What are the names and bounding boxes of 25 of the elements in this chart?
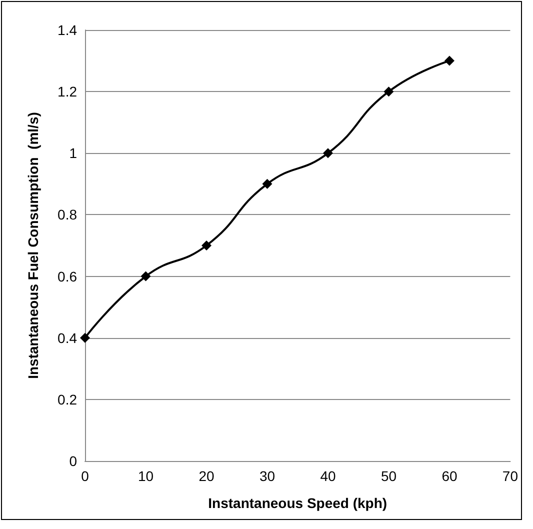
x-tick-label: 60 [442,468,458,484]
x-axis-title: Instantaneous Speed (kph) [208,495,388,511]
x-tick-label: 50 [380,468,397,484]
y-tick-label: 0.2 [58,391,78,408]
point [140,271,151,282]
y-tick-label: 0.4 [58,330,78,346]
x-tick-label: 0 [81,468,90,484]
x-tick-label: 30 [259,468,276,484]
y-tick-label: 0.8 [58,206,78,223]
point [201,240,212,250]
point [384,86,394,97]
x-tick-label: 70 [502,468,518,484]
x-tick-label: 10 [138,468,154,484]
y-tick-label: 0 [69,453,78,469]
y-tick-label: 0.6 [58,268,78,284]
y-axis-title: Instantaneous Fuel Consumption (ml/s) [25,112,41,379]
point [262,178,272,189]
y-tick-label: 1.2 [58,84,78,100]
point [80,332,90,343]
point [322,148,333,158]
x-tick-label: 20 [198,468,214,484]
x-tick-label: 40 [320,468,336,484]
y-tick-label: 1.4 [58,22,78,38]
point [444,56,454,66]
y-tick-label: 1 [69,145,78,162]
